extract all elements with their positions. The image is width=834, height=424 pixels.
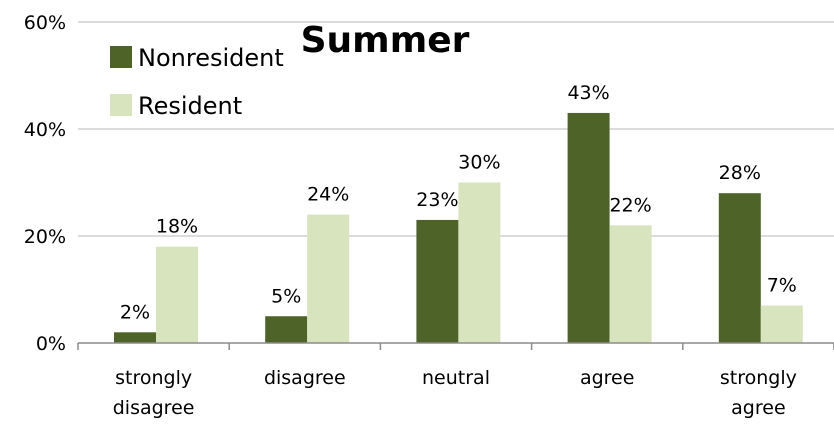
bars	[114, 112, 803, 343]
category-labels: strongly disagree disagree neutral agree stro…	[113, 367, 797, 419]
bar-resident	[156, 246, 198, 343]
data-label: 43%	[567, 82, 609, 104]
category-label: agree	[580, 367, 634, 389]
chart-title: Summer	[301, 20, 470, 61]
legend-label: Resident	[138, 92, 242, 120]
category-label: strongly	[115, 367, 192, 389]
data-label: 28%	[719, 162, 761, 184]
legend-swatch	[110, 94, 132, 116]
y-tick-label: 40%	[24, 119, 66, 141]
y-tick-label: 60%	[24, 12, 66, 34]
bar-nonresident	[416, 219, 459, 343]
y-axis-ticks: 0% 20% 40% 60%	[24, 12, 66, 355]
data-label: 23%	[416, 189, 458, 211]
data-label: 7%	[767, 275, 797, 297]
bar-nonresident	[718, 193, 761, 343]
data-label: 5%	[271, 285, 301, 307]
category-label: disagree	[264, 367, 346, 389]
category-label: strongly	[720, 367, 797, 389]
bar-resident	[760, 305, 803, 343]
bar-nonresident	[265, 316, 308, 343]
legend-label: Nonresident	[138, 44, 284, 72]
data-label: 18%	[156, 216, 198, 238]
data-label: 24%	[307, 184, 349, 206]
data-label: 22%	[609, 194, 651, 216]
x-axis	[77, 342, 834, 350]
data-label: 30%	[458, 152, 500, 174]
bar-nonresident	[567, 112, 610, 343]
legend-swatch	[110, 46, 132, 68]
bar-resident	[307, 214, 350, 343]
category-label: agree	[731, 397, 785, 419]
bar-nonresident	[114, 332, 156, 343]
data-labels: 2% 18% 5% 24% 23%30% 43% 22% 28% 7%	[120, 82, 797, 323]
legend: Nonresident Resident	[110, 44, 284, 120]
bar-resident	[458, 182, 501, 343]
y-tick-label: 0%	[36, 333, 66, 355]
data-label: 2%	[120, 301, 150, 323]
y-tick-label: 20%	[24, 226, 66, 248]
category-label: neutral	[422, 367, 490, 389]
bar-resident	[609, 225, 652, 343]
category-label: disagree	[113, 397, 195, 419]
